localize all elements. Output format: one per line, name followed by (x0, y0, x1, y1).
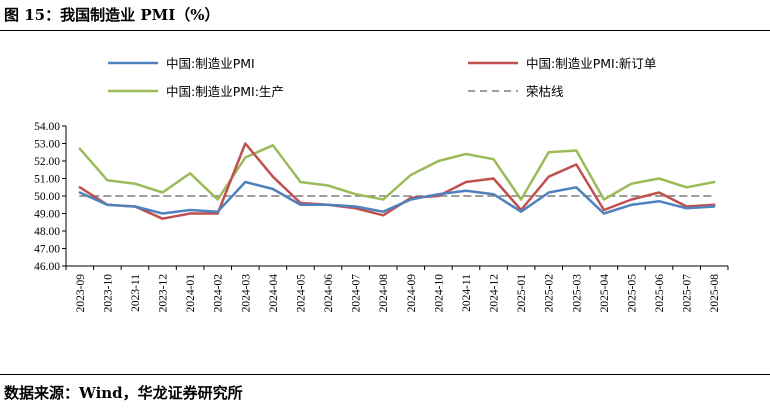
x-tick-label: 2025-05 (626, 274, 638, 313)
y-tick-label: 50.00 (34, 191, 60, 203)
x-tick-label: 2025-03 (571, 274, 583, 313)
x-tick-label: 2024-11 (461, 274, 473, 312)
y-tick-label: 51.00 (34, 174, 60, 186)
chart-axes: 54.00 53.00 52.00 51.00 50.00 49.00 48.00 47.00… (34, 121, 729, 313)
x-tick-label: 2024-02 (213, 274, 225, 313)
legend-label-1: 中国:制造业PMI:新订单 (526, 56, 656, 71)
x-tick-label: 2024-04 (268, 274, 280, 313)
x-tick-label: 2024-12 (489, 274, 501, 313)
x-tick-label: 2024-06 (323, 274, 335, 313)
x-tick-label: 2024-01 (185, 274, 197, 313)
bottom-rule (0, 374, 770, 375)
series-line-2 (78, 144, 716, 201)
series-line-0 (78, 180, 716, 215)
x-tick-label: 2024-03 (240, 274, 252, 313)
y-tick-label: 46.00 (34, 261, 60, 273)
y-tick-label: 52.00 (34, 156, 60, 168)
y-tick-label: 53.00 (34, 139, 60, 151)
x-tick-label: 2025-02 (544, 274, 556, 313)
x-tick-label: 2023-09 (75, 274, 87, 313)
legend-label-3: 荣枯线 (526, 84, 564, 99)
y-tick-label: 54.00 (34, 121, 60, 133)
x-tick-label: 2025-08 (709, 274, 721, 313)
top-rule (0, 30, 770, 31)
x-tick-label: 2024-08 (378, 274, 390, 313)
x-tick-label: 2023-10 (102, 274, 114, 313)
x-tick-label: 2024-07 (351, 274, 363, 313)
figure-title: 图 15：我国制造业 PMI（%） (4, 6, 220, 24)
legend-label-2: 中国:制造业PMI:生产 (166, 84, 284, 99)
x-tick-label: 2025-01 (516, 274, 528, 313)
x-tick-label: 2023-12 (158, 274, 170, 313)
x-tick-label: 2023-11 (130, 274, 142, 312)
x-tick-label: 2024-05 (295, 274, 307, 313)
figure-source: 数据来源：Wind，华龙证券研究所 (4, 384, 243, 402)
x-tick-label: 2024-10 (433, 274, 445, 313)
legend-label-0: 中国:制造业PMI (166, 56, 255, 71)
x-tick-label: 2024-09 (406, 274, 418, 313)
x-tick-label: 2025-06 (654, 274, 666, 313)
y-tick-label: 49.00 (34, 209, 60, 221)
x-tick-label: 2025-04 (599, 274, 611, 313)
x-tick-label: 2025-07 (682, 274, 694, 313)
chart-plot-area (78, 142, 716, 220)
y-tick-label: 47.00 (34, 244, 60, 256)
y-tick-label: 48.00 (34, 226, 60, 238)
